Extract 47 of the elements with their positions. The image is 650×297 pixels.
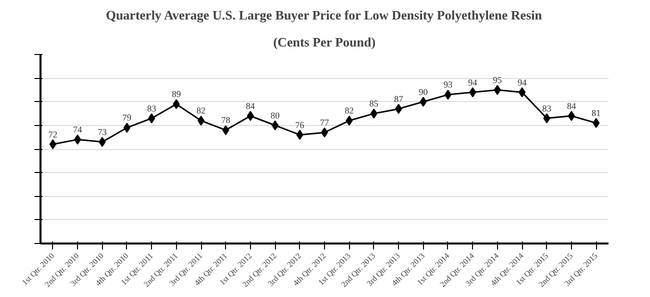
data-label: 79 bbox=[122, 112, 132, 123]
point bbox=[272, 120, 279, 130]
data-label: 74 bbox=[73, 124, 83, 135]
point bbox=[172, 99, 180, 110]
point bbox=[198, 116, 205, 126]
data-label: 80 bbox=[270, 110, 280, 120]
data-label: 89 bbox=[172, 89, 182, 100]
data-label: 84 bbox=[566, 100, 576, 111]
data-label: 78 bbox=[221, 115, 231, 126]
point bbox=[494, 84, 501, 95]
point bbox=[370, 108, 378, 119]
data-label: 94 bbox=[518, 77, 528, 88]
data-label: 82 bbox=[344, 106, 354, 116]
point bbox=[518, 87, 526, 98]
point bbox=[592, 118, 600, 128]
point bbox=[98, 136, 106, 147]
point bbox=[49, 139, 56, 150]
chart-title: Quarterly Average U.S. Large Buyer Price for Low Density Polyethylene Resin bbox=[106, 8, 543, 22]
data-label: 76 bbox=[295, 120, 305, 130]
point bbox=[346, 116, 353, 126]
chart-subtitle: (Cents Per Pound) bbox=[273, 34, 376, 50]
data-label: 93 bbox=[443, 80, 453, 90]
data-label: 85 bbox=[369, 98, 379, 109]
data-label: 77 bbox=[320, 117, 330, 128]
point bbox=[543, 113, 550, 124]
point bbox=[444, 90, 452, 100]
data-label: 72 bbox=[48, 129, 58, 140]
data-label: 87 bbox=[394, 94, 404, 104]
data-label: 90 bbox=[418, 86, 428, 97]
point bbox=[74, 134, 82, 145]
data-label: 81 bbox=[592, 108, 601, 118]
data-label: 73 bbox=[98, 126, 108, 137]
point bbox=[296, 130, 304, 140]
point bbox=[123, 122, 130, 133]
data-label: 83 bbox=[147, 103, 157, 114]
point bbox=[420, 96, 427, 107]
point bbox=[395, 104, 402, 114]
point bbox=[469, 87, 476, 98]
point bbox=[568, 110, 575, 121]
data-label: 82 bbox=[196, 106, 206, 116]
data-label: 84 bbox=[246, 100, 256, 111]
point bbox=[222, 125, 230, 136]
data-label: 95 bbox=[492, 74, 502, 85]
data-label: 94 bbox=[468, 77, 478, 88]
point bbox=[148, 113, 156, 124]
data-label: 83 bbox=[542, 103, 552, 114]
point bbox=[246, 110, 254, 121]
